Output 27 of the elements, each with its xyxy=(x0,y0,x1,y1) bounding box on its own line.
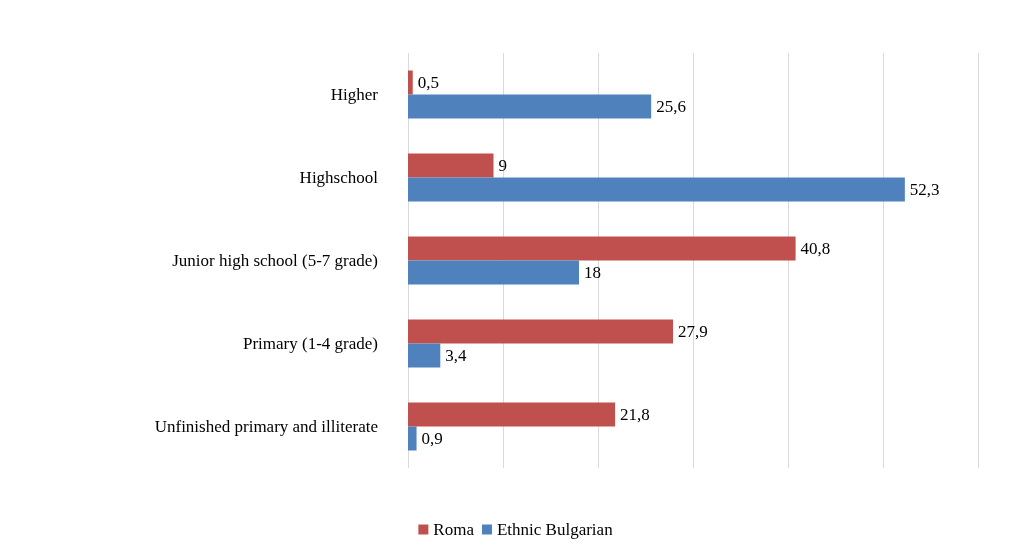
y-tick-label: Higher xyxy=(330,85,379,104)
bar xyxy=(408,177,905,202)
data-label: 21,8 xyxy=(620,405,650,424)
y-tick-label: Junior high school (5-7 grade) xyxy=(172,251,378,270)
bar xyxy=(408,153,494,178)
bar xyxy=(408,94,652,119)
y-tick-label: Unfinished primary and illiterate xyxy=(154,417,378,436)
bar xyxy=(408,236,796,261)
bar xyxy=(408,426,417,451)
data-label: 27,9 xyxy=(678,322,708,341)
data-label: 0,9 xyxy=(421,429,443,448)
data-label: 18 xyxy=(584,263,601,282)
y-tick-label: Highschool xyxy=(299,168,379,187)
data-label: 3,4 xyxy=(445,346,468,365)
legend-label: Roma xyxy=(433,520,475,539)
data-label: 52,3 xyxy=(909,180,940,199)
data-label: 25,6 xyxy=(656,97,686,116)
legend-label: Ethnic Bulgarian xyxy=(496,520,614,539)
data-label: 40,8 xyxy=(800,239,831,258)
data-label: 9 xyxy=(498,156,507,175)
data-label: 0,5 xyxy=(417,73,439,92)
bar xyxy=(408,260,579,285)
bar xyxy=(408,402,616,427)
bar xyxy=(408,319,674,344)
y-tick-label: Primary (1-4 grade) xyxy=(242,334,378,353)
bar xyxy=(408,343,441,368)
bar xyxy=(408,70,413,95)
